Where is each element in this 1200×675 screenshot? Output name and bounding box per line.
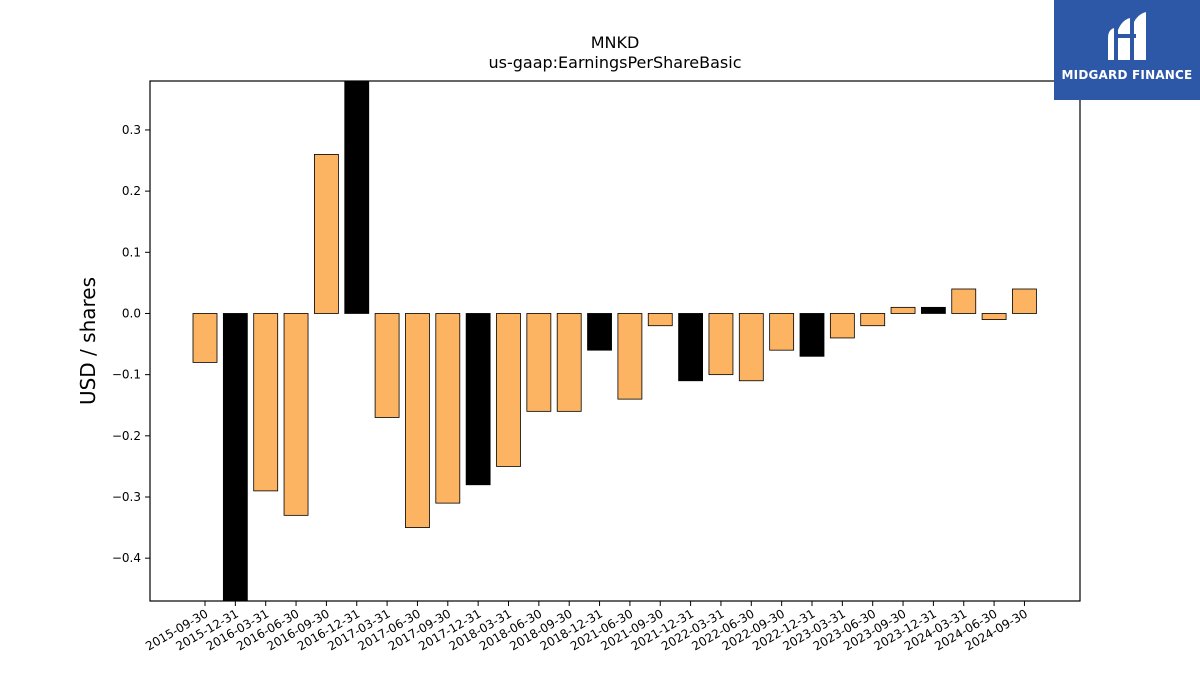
bar-2016-12-31 bbox=[344, 81, 370, 314]
x-ticks-group: 2015-09-302015-12-312016-03-312016-06-30… bbox=[143, 601, 1030, 653]
bar-2017-12-31 bbox=[465, 313, 491, 486]
bar-2021-12-31 bbox=[678, 313, 703, 382]
y-tick-label: −0.1 bbox=[112, 368, 141, 382]
bar-2022-03-31 bbox=[708, 313, 734, 376]
midgard-logo-icon bbox=[1108, 12, 1146, 60]
bar-2024-09-30 bbox=[1012, 288, 1037, 314]
bar-2016-09-30 bbox=[313, 154, 339, 314]
y-tick-label: −0.4 bbox=[112, 551, 141, 565]
bar-2022-06-30 bbox=[738, 313, 764, 382]
bar-2017-09-30 bbox=[435, 313, 461, 504]
bar-2022-09-30 bbox=[769, 313, 795, 351]
y-ticks-group: −0.4 −0.3 −0.2 −0.1 0.0 0.1 0.2 0.3 bbox=[112, 123, 150, 565]
y-tick-label: 0.0 bbox=[122, 306, 141, 320]
bar-2018-09-30 bbox=[556, 313, 582, 412]
bar-2018-12-31 bbox=[587, 313, 612, 351]
y-tick-label: 0.3 bbox=[122, 123, 141, 137]
y-tick-label: −0.2 bbox=[112, 429, 141, 443]
bar-2022-12-31 bbox=[799, 313, 825, 357]
midgard-finance-logo: MIDGARD FINANCE bbox=[1054, 0, 1200, 100]
bar-2017-03-31 bbox=[374, 313, 400, 418]
bar-2023-06-30 bbox=[860, 313, 886, 327]
bar-2018-06-30 bbox=[526, 313, 552, 412]
chart-title: MNKD bbox=[591, 33, 640, 52]
y-tick-label: 0.2 bbox=[122, 184, 141, 198]
y-tick-label: −0.3 bbox=[112, 490, 141, 504]
bar-2023-03-31 bbox=[829, 313, 855, 339]
chart-subtitle: us-gaap:EarningsPerShareBasic bbox=[488, 53, 741, 72]
bar-2023-09-30 bbox=[890, 306, 916, 314]
bar-2016-03-31 bbox=[253, 313, 279, 492]
bar-2023-12-31 bbox=[921, 306, 946, 314]
bar-2015-09-30 bbox=[192, 313, 218, 363]
bar-2015-12-31 bbox=[222, 313, 248, 601]
y-axis-label: USD / shares bbox=[76, 277, 100, 405]
bar-2021-06-30 bbox=[617, 313, 643, 400]
plot-frame bbox=[149, 80, 1081, 602]
bar-2017-06-30 bbox=[405, 313, 430, 528]
bars-group bbox=[192, 81, 1037, 601]
bar-2024-06-30 bbox=[981, 313, 1007, 320]
bar-2018-03-31 bbox=[496, 313, 521, 467]
y-tick-label: 0.1 bbox=[122, 245, 141, 259]
bar-2016-06-30 bbox=[283, 313, 309, 516]
logo-text: MIDGARD FINANCE bbox=[1061, 68, 1193, 82]
bar-2021-09-30 bbox=[647, 313, 673, 327]
bar-2024-03-31 bbox=[951, 288, 977, 314]
